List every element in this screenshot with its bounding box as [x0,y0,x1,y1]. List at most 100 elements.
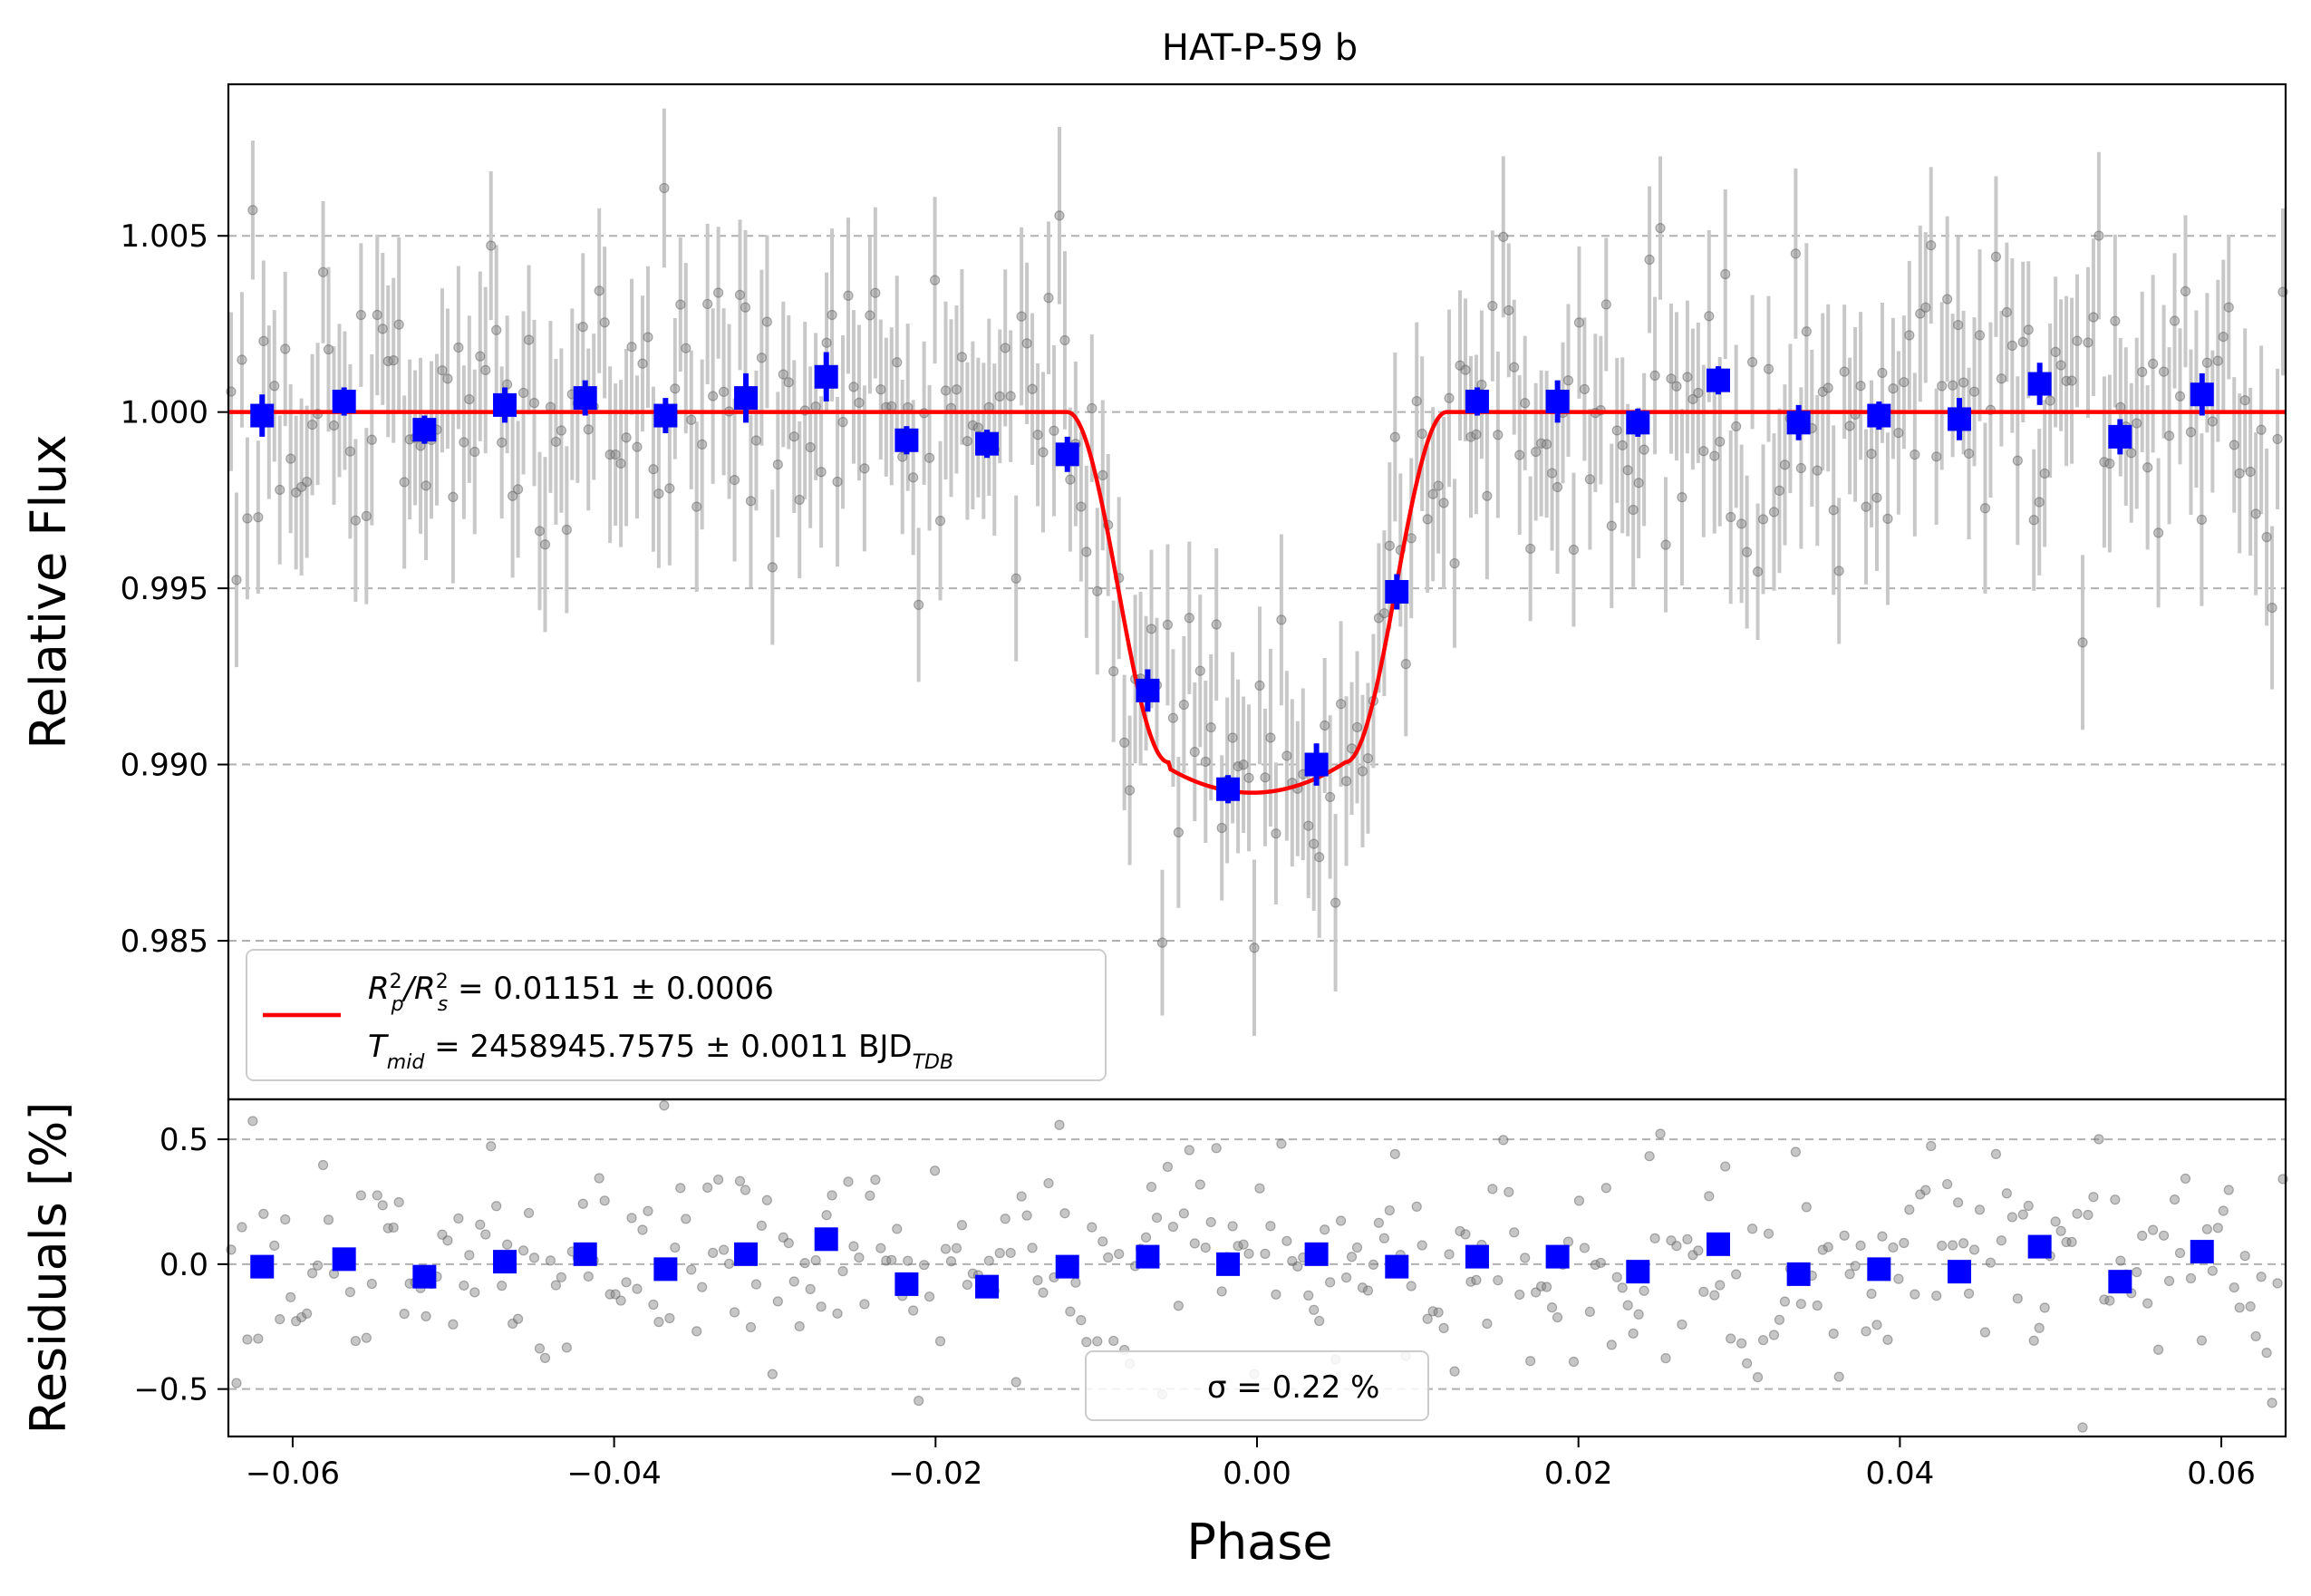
flux-binned-point [1216,777,1241,801]
flux-raw-point [1649,370,1660,382]
residual-raw-point [1065,1306,1076,1317]
residual-raw-point [486,1141,497,1152]
residual-raw-point [1487,1184,1498,1195]
residual-raw-point [1059,1208,1070,1219]
residual-raw-point [702,1182,713,1193]
residual-raw-point [1271,1289,1281,1300]
flux-raw-point [1059,334,1070,346]
flux-binned-point [894,428,919,452]
residual-raw-point [1368,1259,1379,1270]
flux-raw-point [675,299,686,310]
residual-raw-point [528,1253,540,1263]
residual-raw-point [2223,1185,2234,1195]
residual-raw-point [1677,1319,1687,1330]
flux-raw-point [604,450,615,460]
residual-raw-point [2212,1223,2223,1233]
residual-raw-point [442,1235,453,1246]
residual-raw-point [1238,1239,1249,1250]
residuals-y-tick-label: −0.5 [133,1372,208,1408]
residual-binned-point [975,1274,1000,1299]
residual-raw-point [1281,1235,1292,1246]
flux-binned-point [2108,424,2132,449]
flux-raw-point [1990,251,2002,262]
flux-raw-point [1411,396,1422,407]
residual-raw-point [275,1314,285,1325]
residual-raw-point [453,1213,464,1224]
phase-x-axis-label: Phase [1186,1514,1332,1571]
residual-raw-point [1514,1289,1525,1301]
flux-raw-point [377,324,388,334]
residual-raw-point [2034,1322,2045,1333]
residual-raw-point [1357,1282,1368,1293]
residual-raw-point [247,1116,258,1127]
residual-raw-point [1351,1242,1363,1253]
flux-raw-point [914,599,924,610]
residual-raw-point [1205,1216,1216,1228]
residual-raw-point [761,1195,772,1205]
residual-raw-point [1027,1243,1038,1253]
residual-raw-point [1178,1208,1189,1219]
residual-raw-point [675,1183,686,1194]
residual-raw-point [1103,1252,1114,1263]
flux-binned-point [1706,368,1730,392]
flux-raw-point [2261,532,2272,543]
flux-raw-point [2201,357,2212,368]
residual-raw-point [583,1271,594,1282]
residual-raw-point [632,1283,643,1294]
residual-raw-point [1628,1328,1639,1339]
legend-rp-r2: /R [401,971,436,1007]
residual-raw-point [1422,1313,1433,1324]
flux-legend-box [246,949,1107,1081]
residual-raw-point [1644,1151,1655,1162]
flux-raw-point [697,439,708,450]
residual-raw-point [2137,1230,2148,1242]
flux-raw-point [231,575,242,585]
flux-raw-point [956,352,968,363]
residual-raw-point [767,1369,778,1379]
flux-raw-point [1622,465,1633,476]
flux-raw-point [372,309,382,321]
residual-binned-point [573,1242,597,1266]
residual-raw-point [1038,1287,1049,1298]
flux-raw-point [1081,547,1092,557]
residual-raw-point [1167,1221,1179,1233]
residual-raw-point [599,1195,610,1206]
flux-raw-point [1178,699,1189,711]
flux-y-tick-label: 0.995 [121,571,208,607]
flux-raw-point [253,512,264,523]
residual-raw-point [1173,1301,1184,1311]
flux-raw-point [1427,488,1438,499]
flux-raw-point [2245,466,2256,478]
flux-binned-point [2027,372,2052,396]
flux-raw-point [1167,712,1179,723]
residual-raw-point [729,1307,740,1318]
flux-raw-point [1639,444,1649,455]
legend-rp-sup2: 2 [436,971,449,993]
residual-raw-point [1850,1261,1861,1272]
residual-raw-point [280,1214,291,1225]
flux-raw-point [778,369,788,380]
flux-raw-point [1389,431,1400,442]
residuals-y-tick-label: 0.0 [160,1247,208,1283]
flux-raw-point [1309,838,1320,849]
flux-y-axis: 0.985 0.990 0.995 1.000 1.005 [121,218,228,960]
residual-raw-point [350,1335,361,1347]
residual-raw-point [448,1319,459,1330]
flux-raw-point [875,384,886,395]
residual-raw-point [945,1256,957,1267]
residual-raw-point [2072,1208,2083,1219]
flux-raw-point [2212,355,2223,366]
flux-raw-point [816,467,827,478]
flux-raw-point [285,453,296,464]
flux-raw-point [1509,362,1520,372]
residual-raw-point [1054,1119,1065,1130]
residual-raw-point [1633,1309,1644,1320]
residual-raw-point [1952,1197,1964,1208]
residual-raw-point [1373,1217,1385,1228]
flux-raw-point [994,391,1005,401]
flux-raw-point [2207,416,2218,427]
flux-raw-point [1010,573,1021,584]
flux-binned-point [1304,752,1329,777]
flux-raw-point [1726,511,1736,523]
